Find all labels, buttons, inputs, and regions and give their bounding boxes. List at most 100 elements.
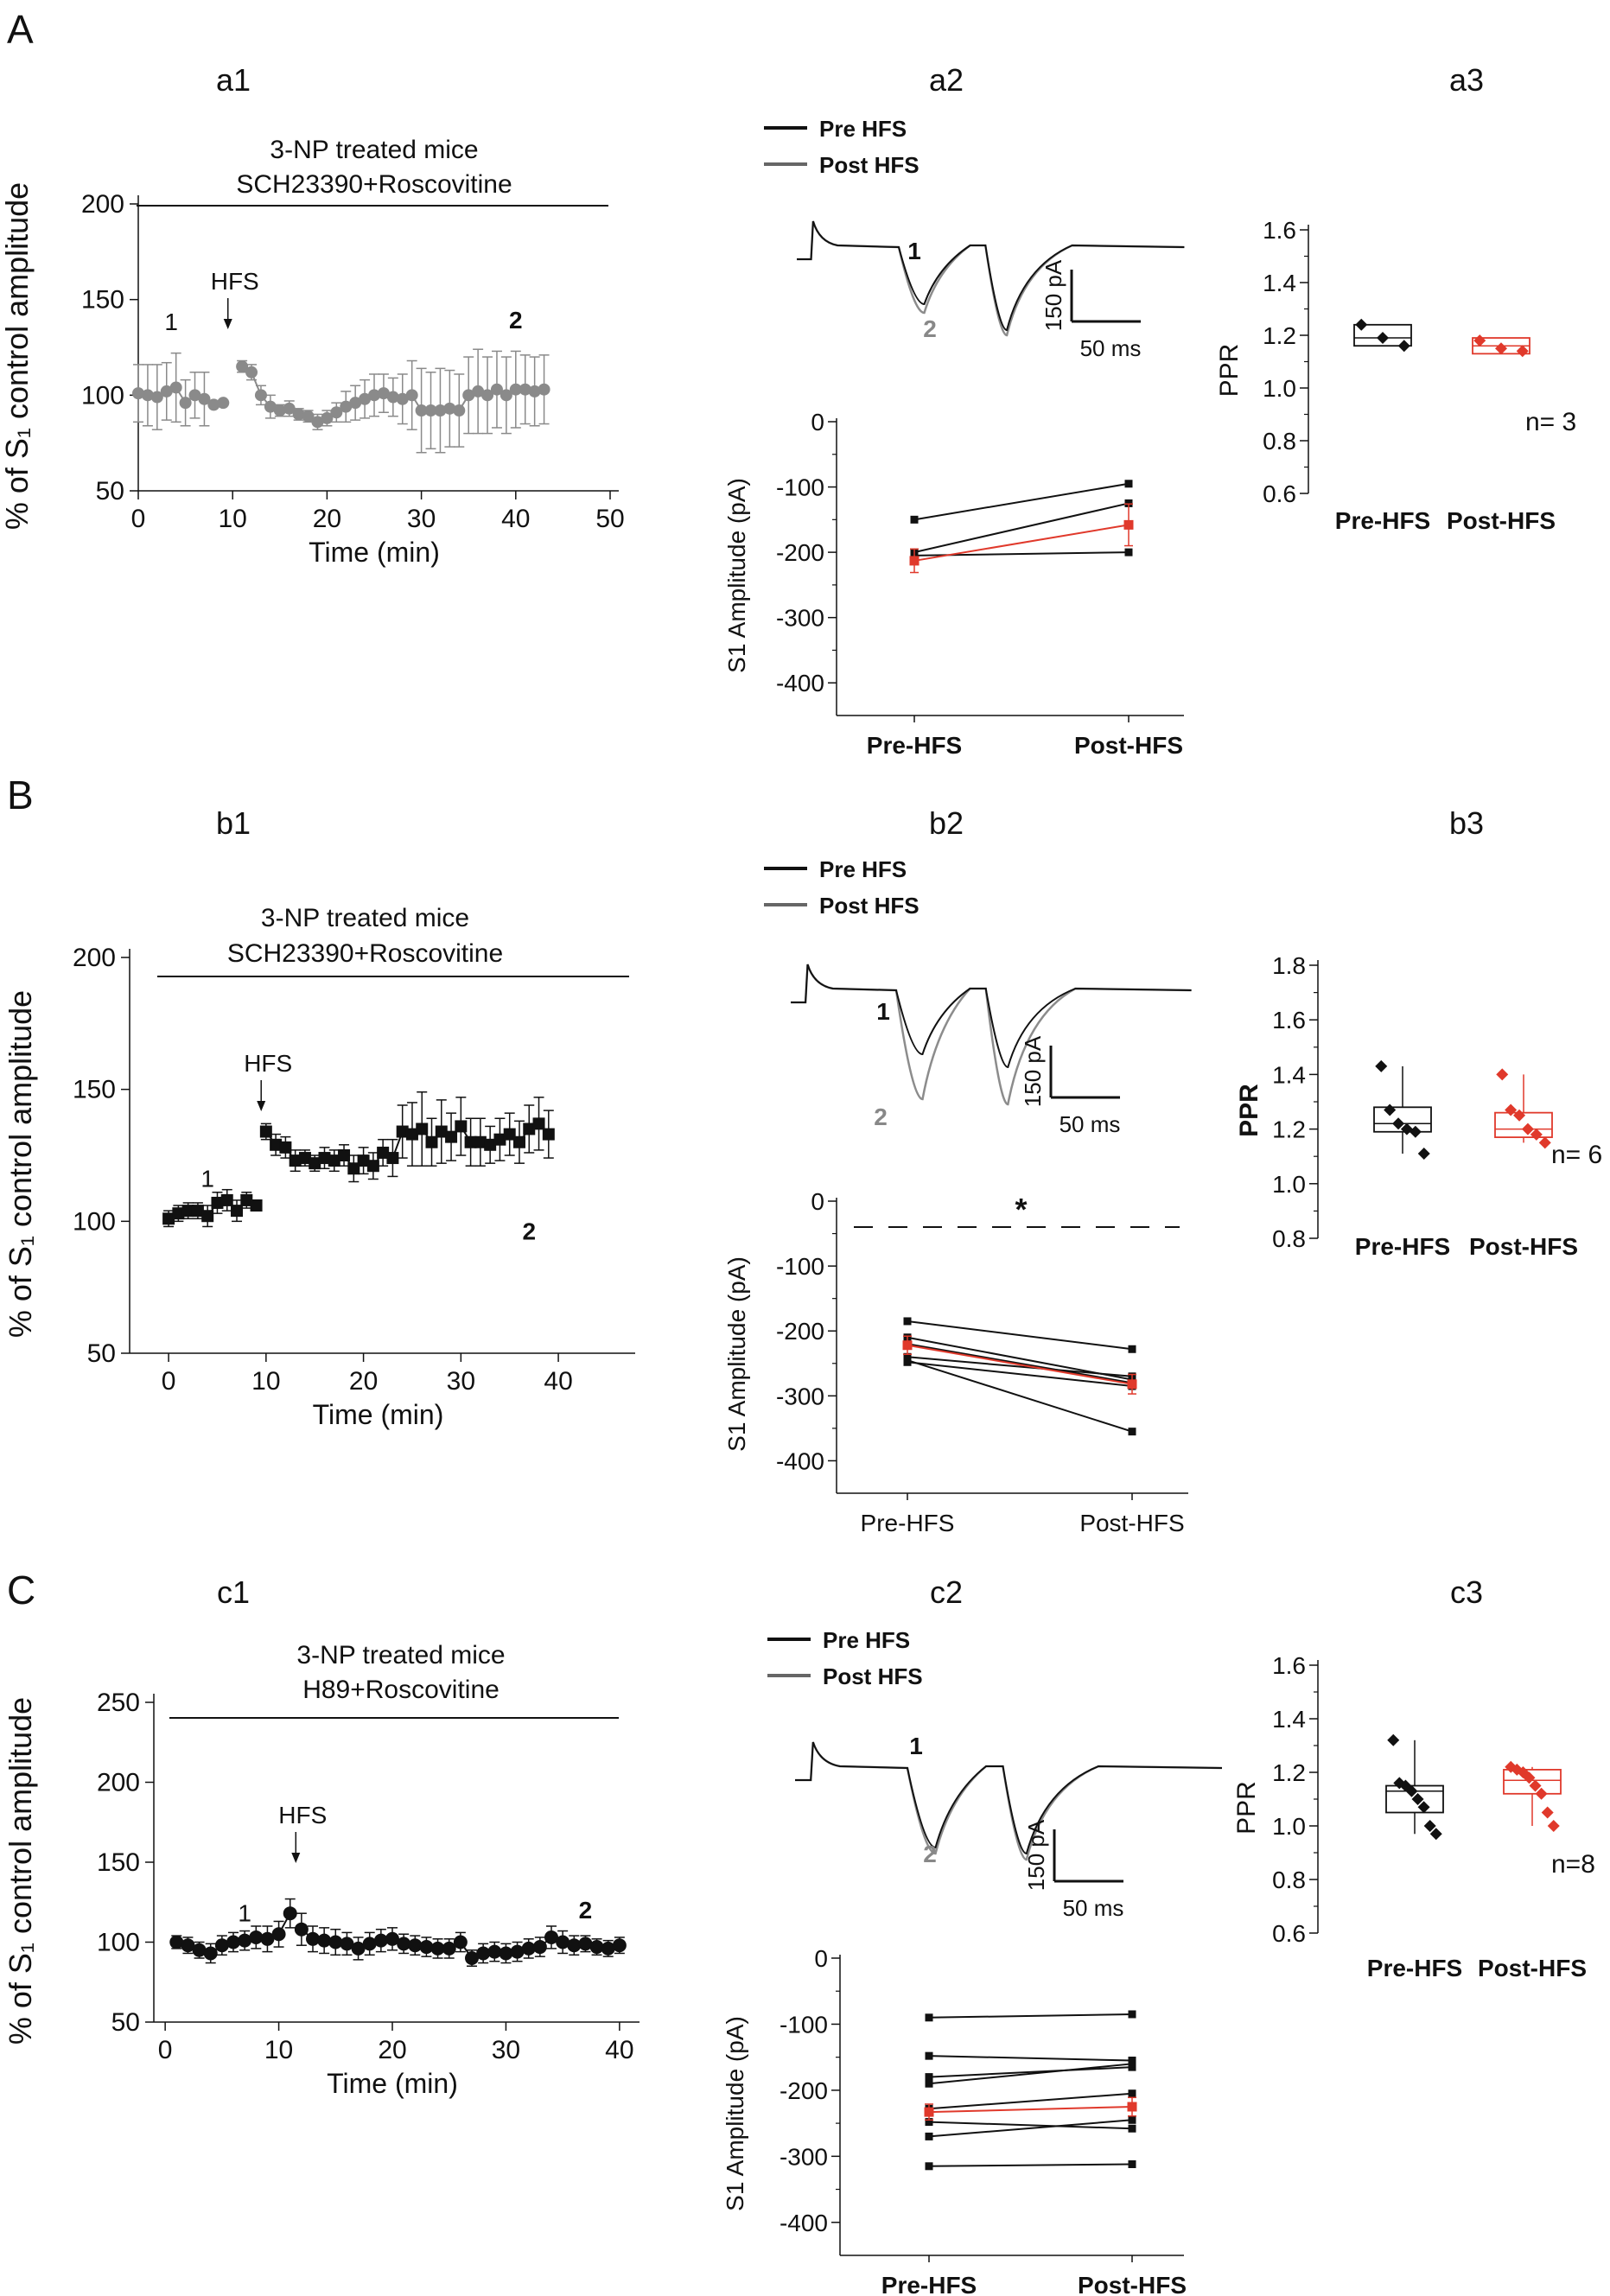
mean-line bbox=[913, 524, 1130, 562]
legend-label: Pre HFS bbox=[823, 1627, 910, 1653]
condition-label: 3-NP treated mice bbox=[270, 136, 478, 164]
panel-title-c1: c1 bbox=[217, 1574, 250, 1610]
data-point bbox=[294, 1922, 309, 1937]
ppr-point bbox=[1516, 345, 1529, 358]
y-tick-label: 50 bbox=[96, 477, 124, 506]
x-tick-label: 10 bbox=[251, 1367, 280, 1396]
data-point bbox=[311, 416, 324, 429]
cell-line bbox=[928, 2119, 1133, 2138]
data-point bbox=[464, 1135, 477, 1148]
y-tick-label: 1.4 bbox=[1272, 1061, 1306, 1088]
data-point bbox=[338, 1149, 351, 1161]
y-tick-label: 1.6 bbox=[1263, 217, 1296, 244]
y-tick-label: 100 bbox=[73, 1207, 116, 1236]
x-tick-label: 40 bbox=[501, 505, 530, 533]
data-point bbox=[612, 1938, 627, 1953]
y-tick-label: 0.8 bbox=[1272, 1225, 1306, 1252]
y-tick-label: 1.4 bbox=[1272, 1706, 1306, 1733]
data-point bbox=[318, 1152, 331, 1165]
data-point bbox=[240, 1193, 253, 1206]
data-point bbox=[435, 1125, 448, 1138]
panel-letter-C: C bbox=[7, 1568, 35, 1612]
y-tick-label: -400 bbox=[776, 670, 824, 696]
box-iqr bbox=[1353, 323, 1412, 347]
y-tick-label: 1.0 bbox=[1272, 1171, 1306, 1198]
y-tick-label: -200 bbox=[780, 2077, 828, 2104]
data-point bbox=[362, 1937, 377, 1951]
y-tick-label: 0 bbox=[814, 1945, 828, 1972]
data-point bbox=[231, 1205, 244, 1218]
y-tick-label: -300 bbox=[776, 1383, 824, 1409]
cell-line bbox=[928, 2063, 1133, 2085]
data-point bbox=[283, 402, 296, 415]
data-point bbox=[462, 389, 475, 402]
ppr-point bbox=[1530, 1128, 1543, 1141]
data-point bbox=[396, 392, 409, 405]
ppr-point bbox=[1387, 1733, 1400, 1746]
data-point bbox=[238, 1933, 252, 1948]
ppr-point bbox=[1409, 1125, 1422, 1138]
scalebar-y-label: 150 pA bbox=[1020, 1035, 1046, 1107]
legend-label: Post HFS bbox=[819, 152, 920, 178]
n-label: n=8 bbox=[1551, 1850, 1595, 1879]
data-point bbox=[487, 1944, 502, 1959]
data-point bbox=[162, 1212, 175, 1225]
hfs-label: HFS bbox=[211, 268, 259, 295]
data-point bbox=[366, 1160, 379, 1173]
y-tick-label: -100 bbox=[776, 1253, 824, 1280]
y-tick-label: -100 bbox=[776, 474, 824, 501]
data-point bbox=[377, 387, 390, 400]
x-tick-label: 20 bbox=[313, 505, 341, 533]
x-tick-label: 50 bbox=[595, 505, 624, 533]
data-point bbox=[292, 408, 305, 421]
data-point bbox=[523, 1123, 536, 1135]
x-tick-label: 0 bbox=[162, 1367, 176, 1396]
data-point bbox=[397, 1937, 411, 1951]
data-point bbox=[589, 1940, 604, 1955]
timepoint-label: 1 bbox=[164, 308, 178, 335]
timepoint-label: 2 bbox=[579, 1897, 593, 1924]
timecourse-b1: 50 100 150 200 0 10 20 30 40 Time (min) % of S₁ co… bbox=[3, 904, 635, 1430]
y-axis-label: S1 Amplitude (pA) bbox=[722, 2016, 748, 2211]
x-category-label: Post-HFS bbox=[1478, 1955, 1587, 1981]
data-point bbox=[484, 1138, 497, 1151]
y-tick-label: 50 bbox=[111, 2008, 140, 2037]
data-point bbox=[172, 1207, 185, 1220]
x-tick-label: 30 bbox=[447, 1367, 475, 1396]
data-point bbox=[245, 366, 258, 378]
y-tick-label: 150 bbox=[97, 1848, 140, 1877]
data-point bbox=[474, 1135, 487, 1148]
data-point bbox=[519, 383, 531, 396]
data-point bbox=[434, 404, 447, 417]
data-point bbox=[528, 385, 541, 398]
trace-c2_trace: Pre HFS Post HFS 1 2 150 pA 50 ms bbox=[767, 1627, 1223, 1921]
x-category-label: Pre-HFS bbox=[1367, 1955, 1462, 1981]
y-tick-label: 1.8 bbox=[1272, 952, 1306, 979]
y-tick-label: 0 bbox=[811, 409, 824, 436]
x-tick-label: 40 bbox=[544, 1367, 572, 1396]
y-tick-label: 250 bbox=[97, 1689, 140, 1717]
data-point bbox=[455, 1120, 468, 1133]
panel-title-a3: a3 bbox=[1449, 62, 1484, 98]
data-point bbox=[472, 385, 485, 398]
data-point bbox=[419, 1940, 434, 1955]
y-tick-label: 100 bbox=[81, 381, 124, 410]
cell-point bbox=[925, 2073, 933, 2082]
x-tick-label: 10 bbox=[264, 2036, 293, 2064]
cell-point bbox=[1128, 2160, 1136, 2169]
cell-point bbox=[1128, 2059, 1136, 2068]
data-point bbox=[442, 1941, 456, 1956]
condition-label: 3-NP treated mice bbox=[296, 1641, 505, 1670]
data-point bbox=[203, 1946, 218, 1961]
data-point bbox=[302, 410, 315, 423]
data-point bbox=[191, 1205, 204, 1218]
cell-point bbox=[925, 2013, 933, 2022]
y-tick-label: 0.6 bbox=[1272, 1920, 1306, 1947]
box-iqr bbox=[1385, 1784, 1444, 1814]
x-tick-label: 30 bbox=[492, 2036, 520, 2064]
data-point bbox=[250, 1199, 263, 1212]
y-tick-label: 200 bbox=[73, 944, 116, 972]
data-point bbox=[373, 1933, 388, 1948]
y-axis-label: S1 Amplitude (pA) bbox=[723, 478, 750, 673]
data-point bbox=[192, 1943, 207, 1957]
